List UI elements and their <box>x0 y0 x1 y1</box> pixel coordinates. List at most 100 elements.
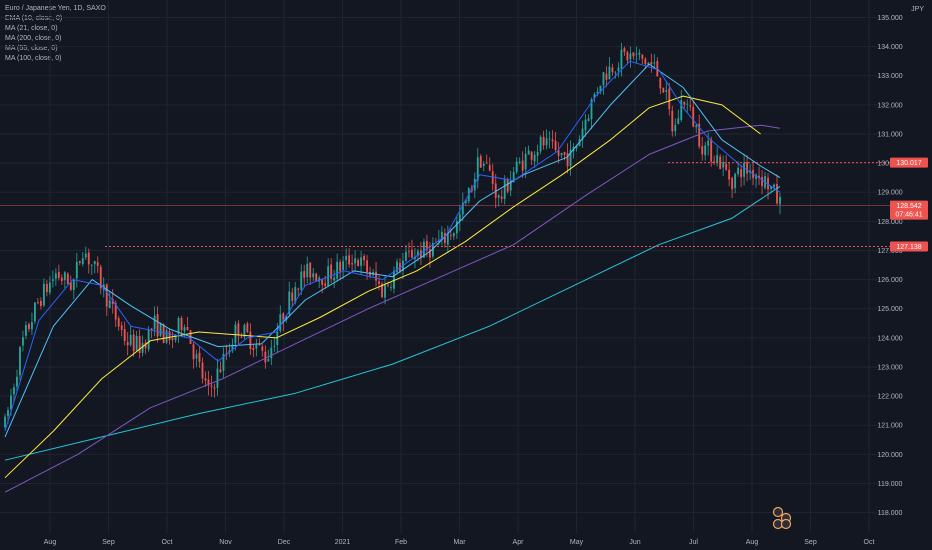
candle-down <box>330 264 333 279</box>
candle-down <box>36 302 39 304</box>
countdown-label: 07:46:41 <box>895 212 922 219</box>
candle-up <box>108 300 111 308</box>
candle-down <box>776 183 778 204</box>
legend-ma100[interactable]: MA (100, close, 0) <box>5 55 62 62</box>
candle-down <box>105 284 108 307</box>
price-tick-label: 127.000 <box>877 248 902 255</box>
candle-up <box>13 387 15 395</box>
candle-up <box>509 180 512 191</box>
candle-up <box>327 266 330 287</box>
candle-down <box>710 139 713 162</box>
candle-up <box>548 138 551 140</box>
currency-label[interactable]: JPY <box>911 6 924 13</box>
candle-up <box>515 161 518 173</box>
candle-up <box>686 103 689 105</box>
price-tick-label: 121.000 <box>877 423 902 430</box>
candle-up <box>165 330 168 343</box>
candle-down <box>180 317 183 330</box>
candle-down <box>746 162 749 174</box>
candle-down <box>551 139 554 142</box>
candle-down <box>683 101 686 105</box>
candle-up <box>527 150 530 155</box>
candle-down <box>261 346 264 351</box>
time-tick-label: Sep <box>804 539 817 546</box>
time-axis: Aug Sep Oct Nov Dec 2021 Feb Mar Apr May Jun Jul Aug… <box>44 539 875 546</box>
candle-down <box>375 271 377 281</box>
time-tick-label: Oct <box>864 539 875 546</box>
candle-up <box>614 72 617 74</box>
candle-up <box>396 261 398 272</box>
candle-down <box>557 150 560 156</box>
legend-ma21[interactable]: MA (21, close, 0) <box>5 25 58 32</box>
candle-up <box>545 138 548 146</box>
candle-up <box>707 140 710 146</box>
candle-down <box>411 249 413 258</box>
candle-down <box>626 52 629 61</box>
ma55-line <box>4 95 761 479</box>
candle-down <box>87 252 90 265</box>
candle-up <box>755 174 757 179</box>
candle-up <box>255 344 258 349</box>
candle-down <box>644 58 647 65</box>
candle-up <box>273 346 276 347</box>
candle-down <box>282 313 285 322</box>
candle-up <box>63 272 66 280</box>
candle-up <box>587 118 590 122</box>
candle-down <box>725 163 728 170</box>
candle-down <box>428 249 431 258</box>
candle-down <box>425 240 428 250</box>
candle-down <box>671 110 674 132</box>
candle-up <box>90 264 93 266</box>
candle-up <box>533 154 536 162</box>
candle-down <box>258 344 261 346</box>
candle-down <box>363 256 365 261</box>
candle-up <box>704 145 707 156</box>
candle-down <box>297 288 300 290</box>
candle-up <box>174 334 177 341</box>
candle-down <box>117 318 120 327</box>
candle-down <box>78 260 81 263</box>
candle-down <box>123 329 126 342</box>
candle-down <box>339 262 342 272</box>
candle-down <box>698 123 701 147</box>
time-tick-label: Mar <box>453 539 466 546</box>
legend-ema10[interactable]: EMA (10, close, 0) <box>5 15 63 22</box>
level-tag-127138-bg <box>890 241 928 252</box>
candle-down <box>162 324 165 344</box>
legend-title[interactable]: Euro / Japanese Yen, 1D, SAXO <box>5 5 106 12</box>
candle-down <box>351 263 354 265</box>
candle-down <box>662 87 665 93</box>
candle-down <box>740 169 743 178</box>
candle-down <box>309 262 312 278</box>
price-tick-label: 129.000 <box>877 190 902 197</box>
candle-up <box>72 279 75 290</box>
price-tick-label: 124.000 <box>877 335 902 342</box>
candle-down <box>668 88 671 110</box>
candle-up <box>524 153 527 170</box>
candle-down <box>120 325 123 330</box>
candle-down <box>605 73 608 80</box>
candle-down <box>171 338 174 341</box>
time-tick-label: Aug <box>746 539 759 546</box>
candle-down <box>443 232 446 244</box>
candle-down <box>758 175 760 178</box>
legend-ma200[interactable]: MA (200, close, 0) <box>5 35 62 42</box>
time-tick-label: Feb <box>395 539 407 546</box>
candle-up <box>270 347 273 359</box>
candle-up <box>596 91 599 94</box>
candle-down <box>563 152 566 155</box>
candle-down <box>237 323 240 335</box>
candle-down <box>387 285 389 287</box>
candle-up <box>722 162 725 168</box>
candle-up <box>590 99 593 120</box>
legend-ma55[interactable]: MA (55, close, 0) <box>5 45 58 52</box>
price-tick-label: 122.000 <box>877 394 902 401</box>
candle-up <box>440 231 443 240</box>
candle-down <box>315 273 318 281</box>
candle-up <box>476 157 479 181</box>
candle-down <box>506 179 509 192</box>
candle-up <box>129 335 132 345</box>
candle-down <box>656 61 659 77</box>
candle-up <box>31 322 33 330</box>
